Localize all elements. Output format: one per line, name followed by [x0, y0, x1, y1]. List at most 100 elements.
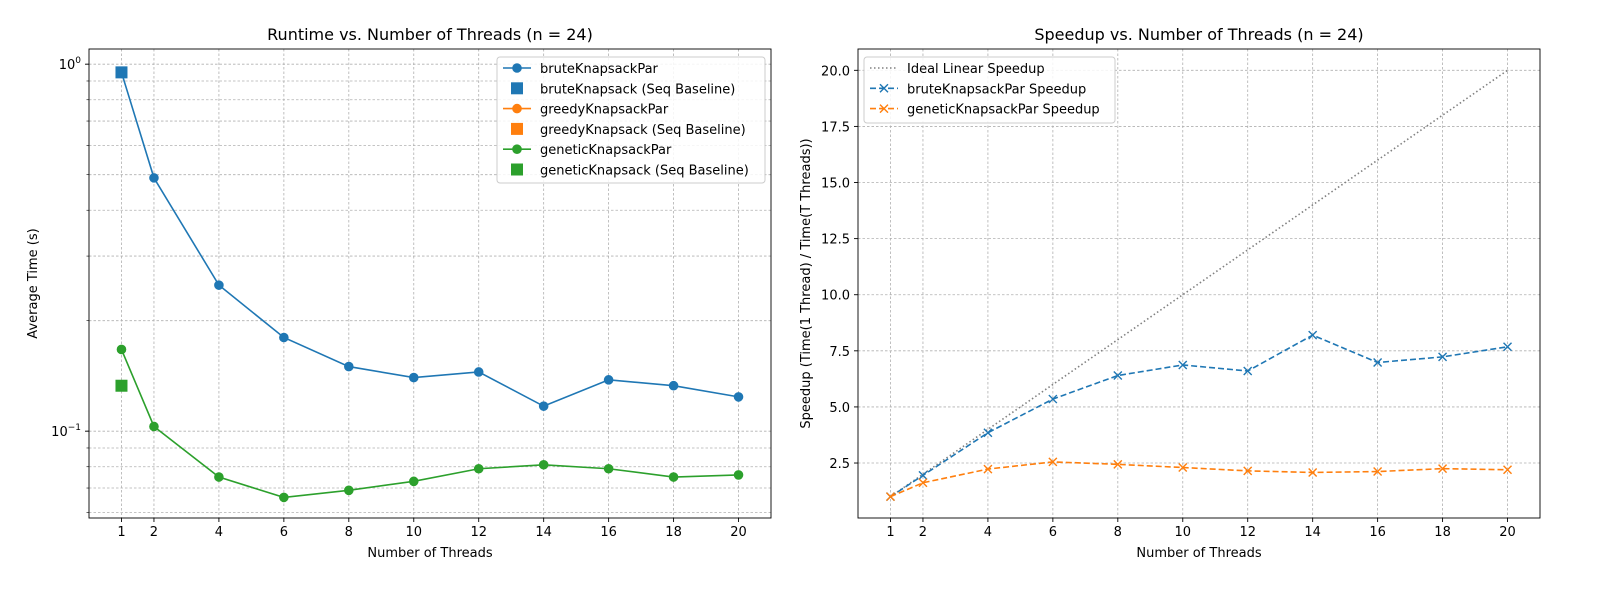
legend: Ideal Linear Speedup bruteKnapsackPar Spe…	[863, 56, 1116, 124]
series-bruteknapsackpar-speedup	[885, 330, 1513, 502]
legend-label: greedyKnapsackPar	[540, 103, 669, 118]
x-tick-label: 12	[470, 525, 487, 540]
data-point	[149, 421, 159, 432]
y-axis-label: Average Time (s)	[26, 228, 41, 338]
chart-title: Runtime vs. Number of Threads (n = 24)	[267, 25, 593, 44]
legend-box	[496, 56, 766, 184]
data-point	[1113, 459, 1123, 469]
data-point	[344, 361, 354, 372]
data-point	[1243, 466, 1253, 476]
x-tick-label: 8	[1114, 525, 1122, 540]
legend-marker	[511, 122, 523, 135]
legend-item: Ideal Linear Speedup	[870, 62, 1045, 77]
legend-label: bruteKnapsack (Seq Baseline)	[540, 82, 735, 97]
legend-marker	[511, 163, 523, 176]
series-geneticknapsackpar	[116, 344, 744, 503]
x-tick-label: 1	[886, 525, 894, 540]
legend-label: Ideal Linear Speedup	[907, 62, 1045, 77]
data-point	[279, 492, 289, 503]
chart-title: Speedup vs. Number of Threads (n = 24)	[1034, 25, 1363, 44]
data-point	[733, 470, 744, 480]
data-point	[408, 476, 419, 487]
data-point	[1178, 360, 1188, 370]
legend-label: geneticKnapsackPar	[540, 143, 672, 158]
x-tick-label: 2	[919, 525, 927, 540]
data-point	[344, 485, 354, 496]
data-point	[1048, 457, 1058, 467]
legend-item: geneticKnapsack (Seq Baseline)	[511, 163, 749, 179]
x-axis-label: Number of Threads	[367, 546, 492, 561]
series-line	[890, 69, 1508, 498]
legend: bruteKnapsackPar bruteKnapsack (Seq Basel…	[496, 56, 766, 184]
x-axis-label: Number of Threads	[1136, 546, 1261, 561]
data-point	[1373, 357, 1383, 367]
data-point	[603, 463, 614, 474]
x-tick-label: 18	[665, 525, 682, 540]
x-tick-label: 14	[535, 525, 552, 540]
legend-item: geneticKnapsackPar Speedup	[870, 103, 1100, 118]
legend-label: bruteKnapsackPar Speedup	[907, 82, 1086, 97]
y-tick-label: 2.5	[829, 457, 850, 472]
legend-marker	[879, 104, 889, 114]
legend-item: greedyKnapsackPar	[503, 103, 669, 118]
x-tick-label: 4	[984, 525, 992, 540]
x-tick-label: 10	[405, 525, 422, 540]
data-point	[473, 463, 484, 474]
x-tick-label: 4	[215, 525, 223, 540]
series-line	[890, 461, 1508, 498]
y-tick-label: 7.5	[829, 345, 850, 360]
data-point	[214, 472, 224, 482]
data-point	[408, 372, 419, 383]
data-point	[918, 470, 928, 480]
series-ideal-linear-speedup	[890, 69, 1508, 498]
legend-label: greedyKnapsack (Seq Baseline)	[540, 123, 746, 138]
x-tick-label: 14	[1304, 525, 1321, 540]
y-tick-label: 10−1	[51, 423, 81, 440]
legend-item: bruteKnapsackPar	[503, 62, 659, 77]
x-tick-label: 6	[1049, 525, 1057, 540]
data-point	[1243, 366, 1253, 376]
series-bruteknapsack-seq-baseline-	[115, 66, 128, 79]
plot-frame	[88, 48, 772, 519]
data-point	[115, 66, 128, 79]
x-tick-label: 20	[1499, 525, 1516, 540]
data-point	[603, 375, 614, 385]
y-tick-label: 15.0	[821, 177, 850, 192]
legend-item: bruteKnapsack (Seq Baseline)	[511, 82, 735, 97]
legend-marker	[512, 144, 522, 154]
legend-marker	[512, 103, 522, 114]
data-point	[1308, 330, 1318, 340]
data-point	[918, 478, 928, 488]
plot-frame	[857, 48, 1541, 519]
x-tick-label: 8	[345, 525, 353, 540]
data-point	[1113, 371, 1123, 380]
data-point	[115, 379, 128, 392]
speedup-chart: 1 2 4 6 8 10 12 14 16 18 202.55.07.510.012.515.017…	[799, 25, 1541, 561]
data-point	[668, 472, 679, 482]
series-geneticknapsackpar-speedup	[885, 457, 1513, 502]
legend-item: greedyKnapsack (Seq Baseline)	[511, 123, 746, 138]
legend-marker	[512, 63, 522, 73]
x-tick-label: 16	[1369, 525, 1386, 540]
data-point	[668, 380, 679, 391]
series-line	[120, 349, 739, 499]
data-point	[1438, 464, 1448, 474]
series-line	[890, 334, 1508, 498]
y-tick-label: 17.5	[821, 120, 850, 135]
data-point	[149, 173, 159, 183]
grid	[858, 49, 1540, 518]
legend-label: geneticKnapsackPar Speedup	[907, 103, 1100, 118]
data-point	[279, 332, 289, 343]
y-axis-label: Speedup (Time(1 Thread) / Time(T Threads…	[799, 138, 814, 428]
x-tick-label: 2	[150, 525, 158, 540]
data-point	[885, 492, 895, 502]
legend-marker	[879, 83, 889, 93]
legend-marker	[511, 82, 523, 95]
x-tick-label: 10	[1174, 525, 1191, 540]
data-point	[733, 392, 744, 402]
data-point	[473, 367, 484, 377]
data-point	[538, 459, 549, 470]
data-point	[116, 344, 127, 355]
